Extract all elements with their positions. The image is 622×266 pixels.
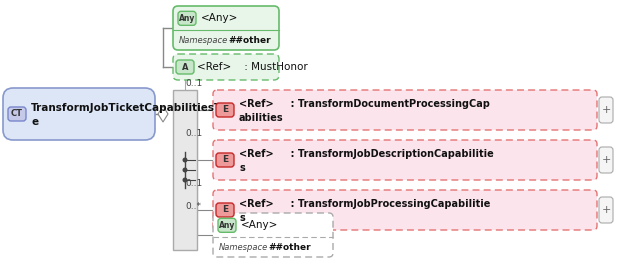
Text: Namespace: Namespace	[179, 36, 228, 45]
Circle shape	[182, 177, 187, 182]
FancyBboxPatch shape	[213, 213, 333, 257]
FancyBboxPatch shape	[599, 97, 613, 123]
Text: <Any>: <Any>	[201, 13, 238, 23]
Text: Any: Any	[219, 221, 235, 230]
Text: 0..*: 0..*	[185, 202, 201, 211]
Text: s: s	[239, 213, 244, 223]
FancyBboxPatch shape	[213, 140, 597, 180]
Text: +: +	[601, 155, 611, 165]
Text: <Ref>    : MustHonor: <Ref> : MustHonor	[197, 62, 308, 72]
Text: <Any>: <Any>	[241, 220, 279, 230]
FancyBboxPatch shape	[216, 103, 234, 117]
Text: E: E	[222, 156, 228, 164]
Text: A: A	[182, 63, 188, 72]
FancyBboxPatch shape	[3, 88, 155, 140]
Text: s: s	[239, 163, 244, 173]
FancyBboxPatch shape	[216, 153, 234, 167]
Text: CT: CT	[11, 110, 23, 118]
Circle shape	[182, 168, 187, 172]
FancyBboxPatch shape	[216, 203, 234, 217]
FancyBboxPatch shape	[218, 218, 236, 232]
Text: <Ref>     : TransformJobProcessingCapabilitie: <Ref> : TransformJobProcessingCapabiliti…	[239, 199, 490, 209]
FancyBboxPatch shape	[599, 197, 613, 223]
Text: +: +	[601, 205, 611, 215]
Text: <Ref>     : TransformJobDescriptionCapabilitie: <Ref> : TransformJobDescriptionCapabilit…	[239, 149, 494, 159]
Text: ##other: ##other	[268, 243, 310, 252]
FancyBboxPatch shape	[178, 11, 196, 25]
Text: E: E	[222, 206, 228, 214]
Text: e: e	[31, 117, 38, 127]
Text: TransformJobTicketCapabilitiesTyp: TransformJobTicketCapabilitiesTyp	[31, 103, 235, 113]
FancyBboxPatch shape	[176, 60, 194, 74]
Text: E: E	[222, 106, 228, 114]
FancyBboxPatch shape	[213, 90, 597, 130]
Bar	[173, 90, 197, 250]
FancyBboxPatch shape	[599, 147, 613, 173]
Text: Namespace: Namespace	[219, 243, 268, 252]
Text: <Ref>     : TransformDocumentProcessingCap: <Ref> : TransformDocumentProcessingCap	[239, 99, 490, 109]
Text: abilities: abilities	[239, 113, 284, 123]
FancyBboxPatch shape	[213, 190, 597, 230]
Text: Any: Any	[179, 14, 195, 23]
FancyBboxPatch shape	[173, 6, 279, 50]
Polygon shape	[158, 106, 168, 122]
Text: 0..1: 0..1	[185, 129, 202, 138]
Text: 0..1: 0..1	[185, 79, 202, 88]
Text: 0..1: 0..1	[185, 179, 202, 188]
Text: ##other: ##other	[228, 36, 271, 45]
FancyBboxPatch shape	[173, 54, 279, 80]
Text: +: +	[601, 105, 611, 115]
FancyBboxPatch shape	[8, 107, 26, 121]
Circle shape	[182, 157, 187, 163]
